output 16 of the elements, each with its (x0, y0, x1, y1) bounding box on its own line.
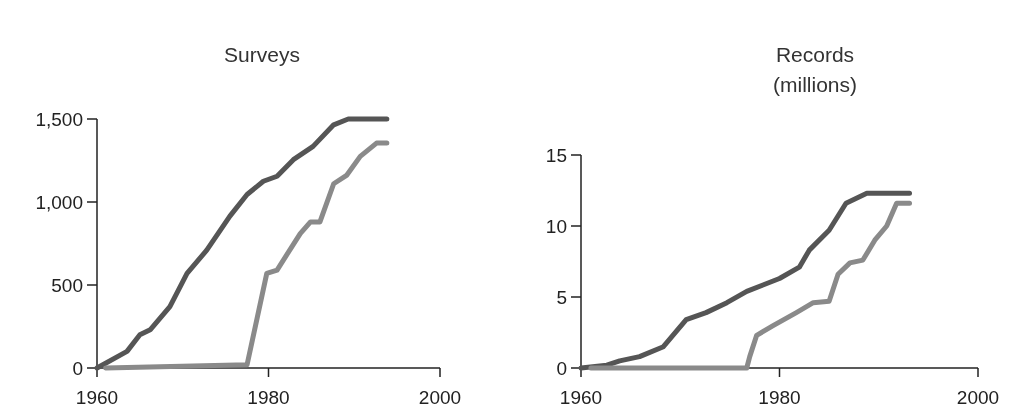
y-tick-label: 15 (545, 144, 567, 166)
y-tick-label: 0 (556, 357, 567, 379)
y-tick-label: 1,000 (35, 191, 83, 213)
x-tick-label: 1960 (559, 387, 603, 408)
chart-title: Surveys (224, 43, 300, 66)
y-tick-label: 500 (51, 274, 83, 296)
y-tick-label: 1,500 (35, 108, 83, 130)
x-tick-label: 1980 (758, 387, 801, 408)
x-tick-label: 1960 (75, 387, 119, 408)
chart-title: Records (millions) (773, 43, 857, 96)
x-tick-label: 2000 (956, 387, 1000, 408)
y-tick-label: 10 (545, 215, 567, 237)
y-tick-label: 0 (72, 357, 83, 379)
x-tick-label: 2000 (418, 387, 462, 408)
y-tick-label: 5 (556, 286, 567, 308)
x-tick-label: 1980 (247, 387, 290, 408)
